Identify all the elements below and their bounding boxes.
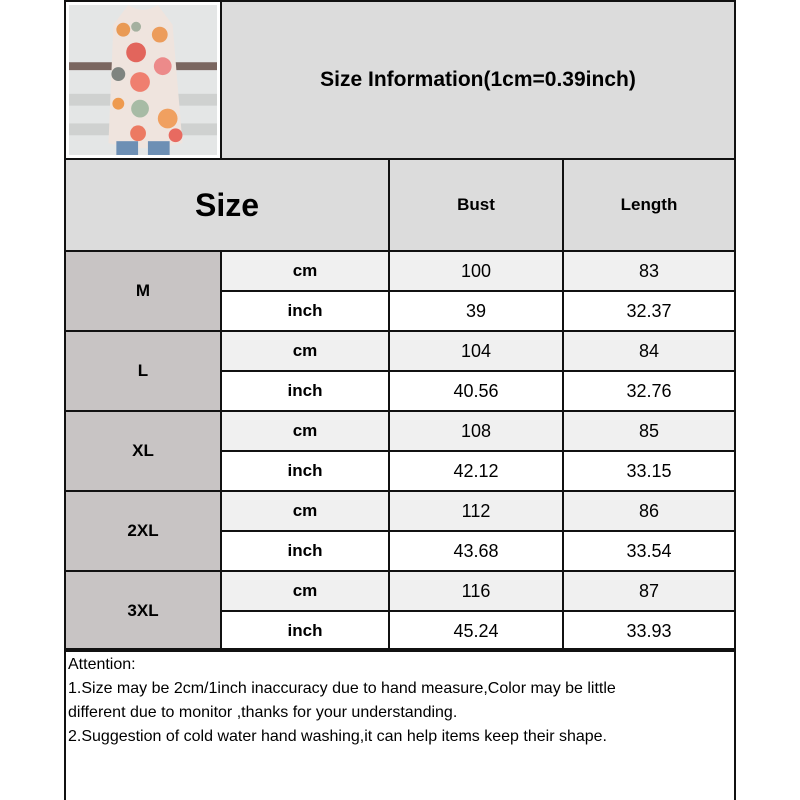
length-cell: 85: [562, 410, 736, 452]
unit-label: cm: [292, 421, 318, 440]
unit-cell: inch: [220, 450, 390, 492]
bust-value: 43.68: [453, 540, 499, 561]
unit-label: inch: [287, 381, 323, 400]
bust-cell: 43.68: [388, 530, 564, 572]
header-size-label: Size: [194, 186, 260, 223]
length-cell: 33.15: [562, 450, 736, 492]
length-value: 86: [638, 500, 660, 521]
bust-cell: 108: [388, 410, 564, 452]
bust-cell: 39: [388, 290, 564, 332]
unit-cell: cm: [220, 250, 390, 292]
note-line: different due to monitor ,thanks for you…: [68, 704, 458, 721]
length-cell: 84: [562, 330, 736, 372]
length-value: 87: [638, 580, 660, 601]
unit-label: inch: [287, 461, 323, 480]
length-cell: 33.93: [562, 610, 736, 652]
length-value: 33.15: [626, 460, 672, 481]
length-cell: 83: [562, 250, 736, 292]
bust-cell: 112: [388, 490, 564, 532]
product-photo-cell: [64, 0, 222, 160]
size-label: 2XL: [127, 521, 159, 540]
bust-cell: 40.56: [388, 370, 564, 412]
length-value: 33.93: [626, 620, 672, 641]
product-photo: [69, 5, 217, 155]
length-value: 33.54: [626, 540, 672, 561]
bust-value: 40.56: [453, 380, 499, 401]
bust-value: 100: [460, 260, 492, 281]
length-value: 84: [638, 340, 660, 361]
length-value: 83: [638, 260, 660, 281]
header-bust: Bust: [388, 158, 564, 252]
title-cell: Size Information(1cm=0.39inch): [220, 0, 736, 160]
unit-label: inch: [287, 621, 323, 640]
bust-value: 42.12: [453, 460, 499, 481]
unit-label: cm: [292, 341, 318, 360]
size-label-cell: 3XL: [64, 570, 222, 652]
bust-cell: 45.24: [388, 610, 564, 652]
unit-label: cm: [292, 581, 318, 600]
unit-cell: inch: [220, 610, 390, 652]
bust-value: 116: [461, 580, 491, 601]
header-size: Size: [64, 158, 390, 252]
note-line: 2.Suggestion of cold water hand washing,…: [68, 728, 607, 745]
unit-label: inch: [287, 301, 323, 320]
bust-value: 104: [460, 340, 492, 361]
header-bust-label: Bust: [457, 195, 495, 214]
unit-cell: inch: [220, 290, 390, 332]
bust-value: 45.24: [453, 620, 499, 641]
bust-value: 108: [460, 420, 492, 441]
bust-cell: 104: [388, 330, 564, 372]
bust-cell: 42.12: [388, 450, 564, 492]
bust-cell: 100: [388, 250, 564, 292]
length-cell: 32.37: [562, 290, 736, 332]
page-title: Size Information(1cm=0.39inch): [320, 68, 636, 91]
unit-label: cm: [292, 501, 318, 520]
size-label: M: [135, 281, 151, 300]
length-value: 85: [638, 420, 660, 441]
length-value: 32.37: [626, 300, 672, 321]
bust-value: 39: [465, 300, 487, 321]
size-label-cell: L: [64, 330, 222, 412]
length-cell: 86: [562, 490, 736, 532]
note-line: 1.Size may be 2cm/1inch inaccuracy due t…: [68, 680, 616, 697]
bust-value: 112: [461, 500, 491, 521]
size-label-cell: 2XL: [64, 490, 222, 572]
size-label-cell: M: [64, 250, 222, 332]
size-label: L: [137, 361, 149, 380]
length-cell: 87: [562, 570, 736, 612]
unit-cell: cm: [220, 490, 390, 532]
unit-cell: cm: [220, 330, 390, 372]
unit-cell: cm: [220, 570, 390, 612]
length-cell: 32.76: [562, 370, 736, 412]
unit-cell: inch: [220, 370, 390, 412]
size-label: XL: [132, 441, 154, 460]
unit-cell: inch: [220, 530, 390, 572]
attention-notes: Attention: 1.Size may be 2cm/1inch inacc…: [64, 648, 736, 800]
unit-label: cm: [292, 261, 318, 280]
header-length-label: Length: [620, 195, 678, 214]
size-label-cell: XL: [64, 410, 222, 492]
length-cell: 33.54: [562, 530, 736, 572]
unit-cell: cm: [220, 410, 390, 452]
size-label: 3XL: [127, 601, 159, 620]
header-length: Length: [562, 158, 736, 252]
length-value: 32.76: [626, 380, 672, 401]
note-line: Attention:: [68, 656, 136, 673]
unit-label: inch: [287, 541, 323, 560]
bust-cell: 116: [388, 570, 564, 612]
